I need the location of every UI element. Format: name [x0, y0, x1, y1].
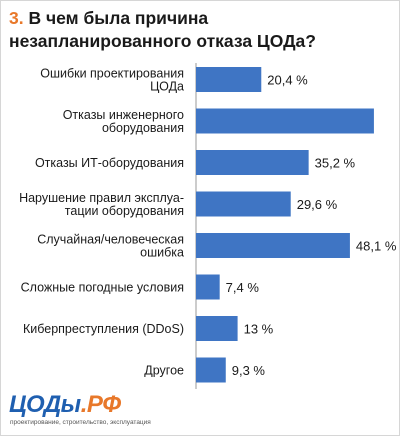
category-label-1-line-0: Отказы инженерного	[63, 108, 184, 122]
bar-0	[196, 67, 262, 92]
logo-wordmark: ЦОДы.РФ	[9, 392, 121, 418]
logo-accent-text: .РФ	[80, 391, 121, 418]
value-label-4: 48,1 %	[356, 239, 397, 254]
category-label-3-line-1: тации оборудования	[65, 204, 184, 218]
category-label-1-line-1: оборудования	[102, 121, 184, 135]
bar-4	[196, 233, 350, 258]
category-label-0-line-1: ЦОДа	[150, 80, 184, 94]
logo-main-text: ЦОДы	[9, 391, 81, 418]
value-label-2: 35,2 %	[315, 156, 356, 171]
cody-rf-logo: ЦОДы.РФ проектирование, строительство, э…	[9, 392, 189, 432]
bar-5	[196, 274, 220, 300]
bar-2	[196, 150, 309, 175]
question-text: В чем была причина незапланированного от…	[9, 8, 316, 51]
category-label-6-line-0: Киберпреступления (DDoS)	[23, 322, 184, 336]
value-label-7: 9,3 %	[232, 363, 266, 378]
category-label-2-line-0: Отказы ИТ-оборудования	[35, 156, 184, 170]
value-label-0: 20,4 %	[267, 73, 308, 88]
bar-7	[196, 357, 226, 383]
bar-1	[196, 108, 374, 134]
category-label-5-line-0: Сложные погодные условия	[21, 281, 184, 295]
bar-3	[196, 191, 291, 217]
category-label-4-line-1: ошибка	[140, 246, 184, 260]
bar-6	[196, 316, 238, 341]
category-label-0-line-0: Ошибки проектирования	[40, 67, 184, 81]
value-label-3: 29,6 %	[297, 197, 338, 212]
chart-title: 3. В чем была причина незапланированного…	[9, 7, 389, 53]
value-label-5: 7,4 %	[226, 280, 260, 295]
logo-tagline: проектирование, строительство, эксплуата…	[10, 419, 151, 426]
category-label-3-line-0: Нарушение правил эксплуа-	[19, 191, 184, 205]
question-number: 3.	[9, 8, 24, 28]
value-label-6: 13 %	[244, 322, 274, 337]
category-label-7-line-0: Другое	[144, 364, 184, 378]
category-label-4-line-0: Случайная/человеческая	[37, 233, 184, 247]
